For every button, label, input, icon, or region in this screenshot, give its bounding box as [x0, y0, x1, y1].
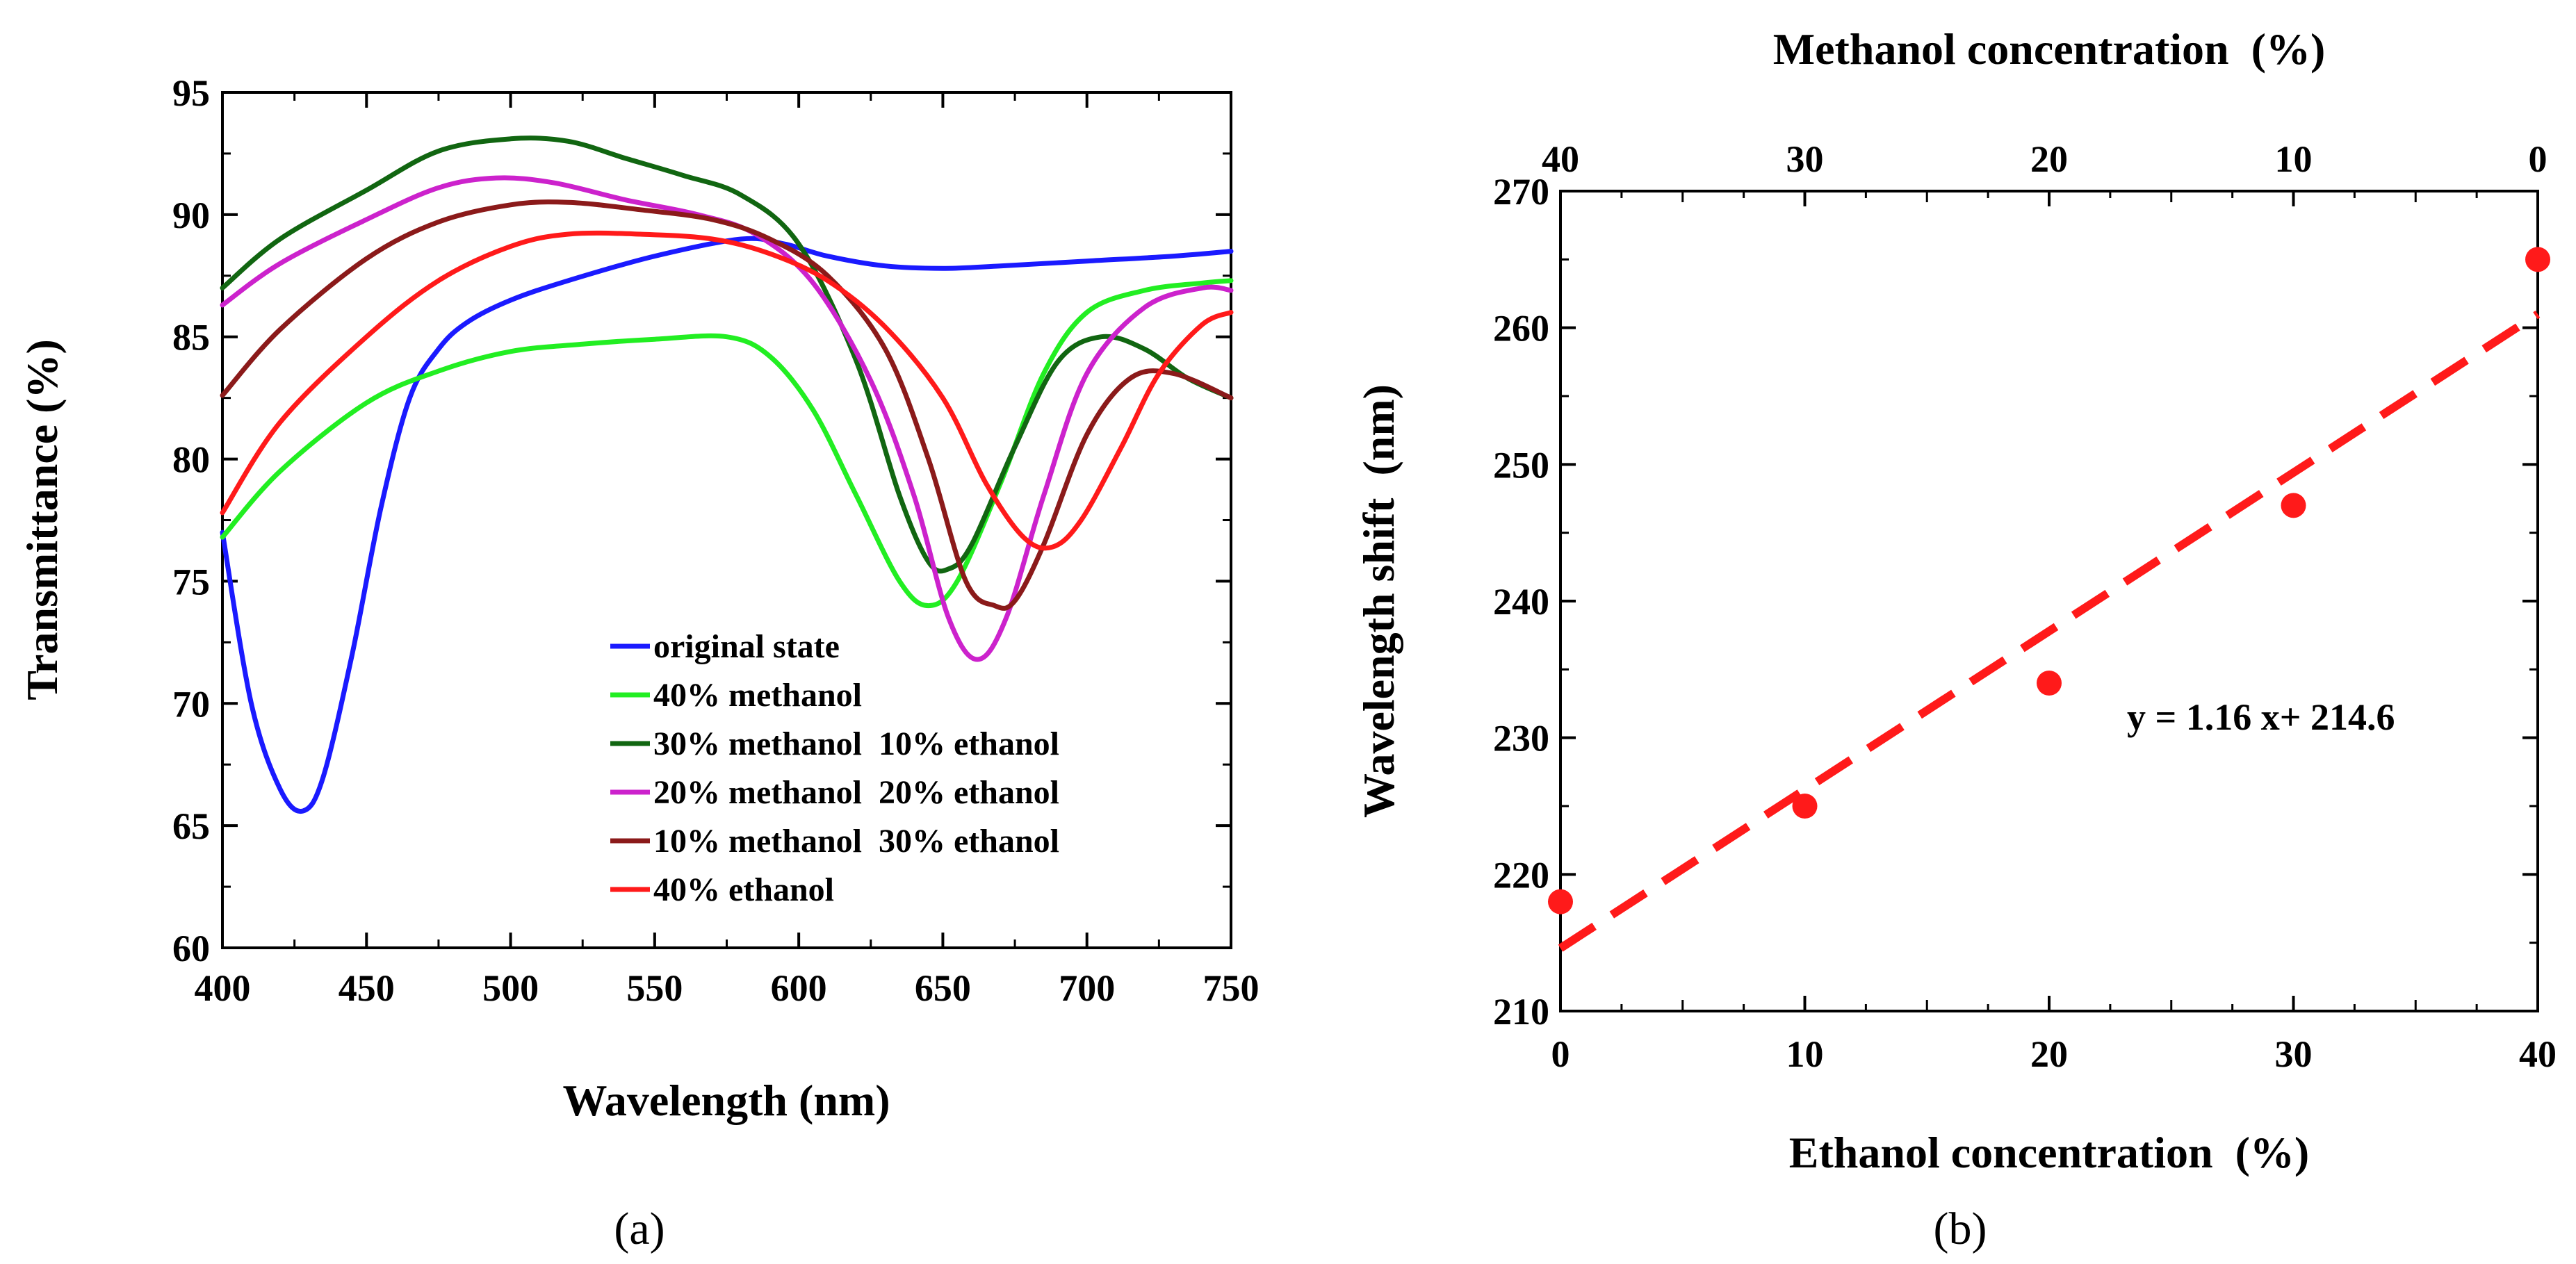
chart-b-wavelength-shift: 0 10 20 30 40 40 30 20 10 0 210 220 230 240 250 260 27… — [1354, 24, 2557, 1254]
chart-a-ticks — [221, 91, 1232, 949]
y-tick-label: 75 — [172, 561, 210, 602]
x-tick-label: 30 — [2275, 1033, 2313, 1075]
data-point — [1792, 794, 1818, 819]
y-tick-label: 250 — [1493, 444, 1549, 486]
y-tick-label: 60 — [172, 928, 210, 969]
y-axis-label-b: Wavelength shift (nm) — [1354, 384, 1403, 818]
data-point — [1548, 889, 1573, 914]
y-tick-label: 85 — [172, 317, 210, 359]
plot-area-frame-b — [1559, 190, 2539, 1012]
x-tick-label: 500 — [482, 967, 539, 1009]
x2-tick-label: 0 — [2529, 138, 2548, 180]
x-axis-label: Wavelength (nm) — [562, 1076, 890, 1125]
series-line-3 — [220, 175, 1234, 662]
data-point — [2525, 247, 2550, 272]
x-tick-label: 550 — [626, 967, 683, 1009]
y-tick-label: 220 — [1493, 854, 1549, 896]
x-tick-label: 40 — [2519, 1033, 2557, 1075]
legend-label-40-ethanol: 40% ethanol — [653, 871, 834, 908]
panel-a-caption: (a) — [614, 1204, 665, 1254]
chart-b-data-points — [1548, 247, 2550, 914]
x2-tick-label: 40 — [1542, 138, 1579, 180]
y-tick-label: 270 — [1493, 171, 1549, 213]
y-axis-label: Transmittance (%) — [17, 339, 67, 700]
y-tick-label: 65 — [172, 805, 210, 847]
x-axis-label-top: Methanol concentration (%) — [1773, 24, 2326, 74]
x-tick-label: 0 — [1551, 1033, 1570, 1075]
series-line-5 — [220, 230, 1234, 551]
y-tick-label: 240 — [1493, 581, 1549, 623]
legend-label-20-methanol-20-ethanol: 20% methanol 20% ethanol — [653, 774, 1059, 811]
series-line-1 — [220, 278, 1234, 609]
legend-label-30-methanol-10-ethanol: 30% methanol 10% ethanol — [653, 725, 1059, 762]
x-tick-label: 700 — [1059, 967, 1115, 1009]
fit-dashed-line — [1558, 310, 2541, 952]
x-tick-label: 750 — [1203, 967, 1260, 1009]
chart-b-top-x-tick-labels: 40 30 20 10 0 — [1542, 138, 2548, 180]
x2-tick-label: 20 — [2030, 138, 2068, 180]
y-tick-label: 90 — [172, 195, 210, 236]
data-point — [2281, 493, 2306, 518]
chart-b-fit-line — [1558, 310, 2541, 952]
data-point — [2037, 671, 2062, 696]
legend-label-original-state: original state — [653, 628, 840, 665]
x-tick-label: 20 — [2030, 1033, 2068, 1075]
series-line-0 — [220, 236, 1234, 814]
y-tick-label: 70 — [172, 683, 210, 725]
y-tick-label: 95 — [172, 72, 210, 114]
chart-a-series-lines — [220, 136, 1234, 814]
legend-label-40-methanol: 40% methanol — [653, 677, 862, 714]
chart-a-x-tick-labels: 400 450 500 550 600 650 700 750 — [195, 967, 1260, 1009]
chart-b-x-tick-labels: 0 10 20 30 40 — [1551, 1033, 2557, 1075]
chart-b-y-tick-labels: 210 220 230 240 250 260 270 — [1493, 171, 1549, 1033]
chart-a-legend: original state 40% methanol 30% methanol… — [610, 628, 1059, 908]
x-tick-label: 400 — [195, 967, 251, 1009]
y-tick-label: 210 — [1493, 991, 1549, 1033]
chart-b-ticks — [1559, 190, 2539, 1012]
panel-b-caption: (b) — [1934, 1204, 1987, 1254]
chart-a-transmittance: 400 450 500 550 600 650 700 750 60 65 70 75 80 85 90 9… — [17, 72, 1260, 1254]
x-tick-label: 450 — [339, 967, 395, 1009]
x2-tick-label: 30 — [1786, 138, 1824, 180]
chart-a-y-tick-labels: 60 65 70 75 80 85 90 95 — [172, 72, 210, 969]
legend-label-10-methanol-30-ethanol: 10% methanol 30% ethanol — [653, 823, 1059, 860]
y-tick-label: 260 — [1493, 308, 1549, 350]
x-tick-label: 10 — [1786, 1033, 1824, 1075]
x-tick-label: 600 — [771, 967, 827, 1009]
series-line-2 — [220, 136, 1234, 574]
x2-tick-label: 10 — [2275, 138, 2313, 180]
y-tick-label: 80 — [172, 439, 210, 481]
series-line-4 — [220, 199, 1234, 611]
x-tick-label: 650 — [915, 967, 971, 1009]
fit-equation-annotation: y = 1.16 x+ 214.6 — [2127, 696, 2395, 738]
y-tick-label: 230 — [1493, 718, 1549, 760]
x-axis-label-bottom: Ethanol concentration (%) — [1789, 1128, 2309, 1177]
